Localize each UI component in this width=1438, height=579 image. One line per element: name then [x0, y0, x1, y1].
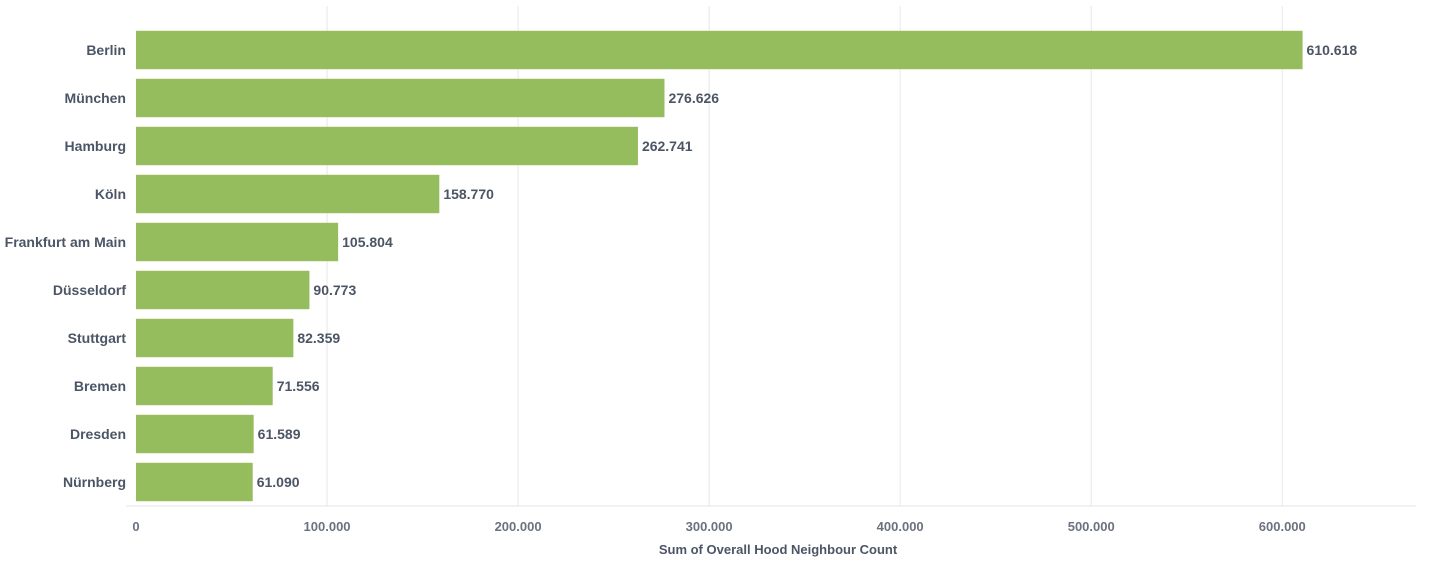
bar-value-label: 71.556 — [277, 378, 320, 394]
bar-value-label: 262.741 — [642, 138, 693, 154]
y-category-label: Düsseldorf — [53, 282, 126, 298]
y-category-label: Berlin — [86, 42, 126, 58]
bar[interactable] — [136, 366, 273, 406]
bar[interactable] — [136, 174, 440, 214]
x-tick-label: 600.000 — [1259, 519, 1306, 534]
x-tick-label: 200.000 — [495, 519, 542, 534]
bar[interactable] — [136, 270, 310, 310]
y-category-label: Bremen — [74, 378, 126, 394]
bar-value-label: 61.589 — [258, 426, 301, 442]
y-category-label: Hamburg — [65, 138, 126, 154]
labels-layer: Berlin 610.618 München 276.626 Hamburg 262.74… — [5, 42, 1358, 490]
bar-value-label: 82.359 — [297, 330, 340, 346]
bar-value-label: 610.618 — [1307, 42, 1358, 58]
bar-value-label: 158.770 — [443, 186, 494, 202]
bar[interactable] — [136, 126, 638, 166]
x-axis-title: Sum of Overall Hood Neighbour Count — [659, 542, 898, 557]
y-category-label: Köln — [95, 186, 126, 202]
y-category-label: Dresden — [70, 426, 126, 442]
y-category-label: Nürnberg — [63, 474, 126, 490]
y-category-label: Stuttgart — [68, 330, 127, 346]
bar[interactable] — [136, 414, 254, 454]
bar-value-label: 90.773 — [313, 282, 356, 298]
bar[interactable] — [136, 78, 665, 118]
bar[interactable] — [136, 30, 1303, 70]
x-tick-label: 0 — [132, 519, 139, 534]
bar[interactable] — [136, 318, 294, 358]
bars-layer — [136, 30, 1303, 502]
bar-value-label: 105.804 — [342, 234, 393, 250]
bar[interactable] — [136, 462, 253, 502]
y-category-label: München — [65, 90, 126, 106]
x-tick-label: 400.000 — [877, 519, 924, 534]
y-category-label: Frankfurt am Main — [5, 234, 126, 250]
bar[interactable] — [136, 222, 339, 262]
x-axis-ticks: 0 100.000 200.000 300.000 400.000 500.000 600.… — [132, 519, 1305, 534]
x-tick-label: 500.000 — [1068, 519, 1115, 534]
bar-value-label: 276.626 — [668, 90, 719, 106]
x-tick-label: 300.000 — [686, 519, 733, 534]
bar-value-label: 61.090 — [257, 474, 300, 490]
x-tick-label: 100.000 — [304, 519, 351, 534]
